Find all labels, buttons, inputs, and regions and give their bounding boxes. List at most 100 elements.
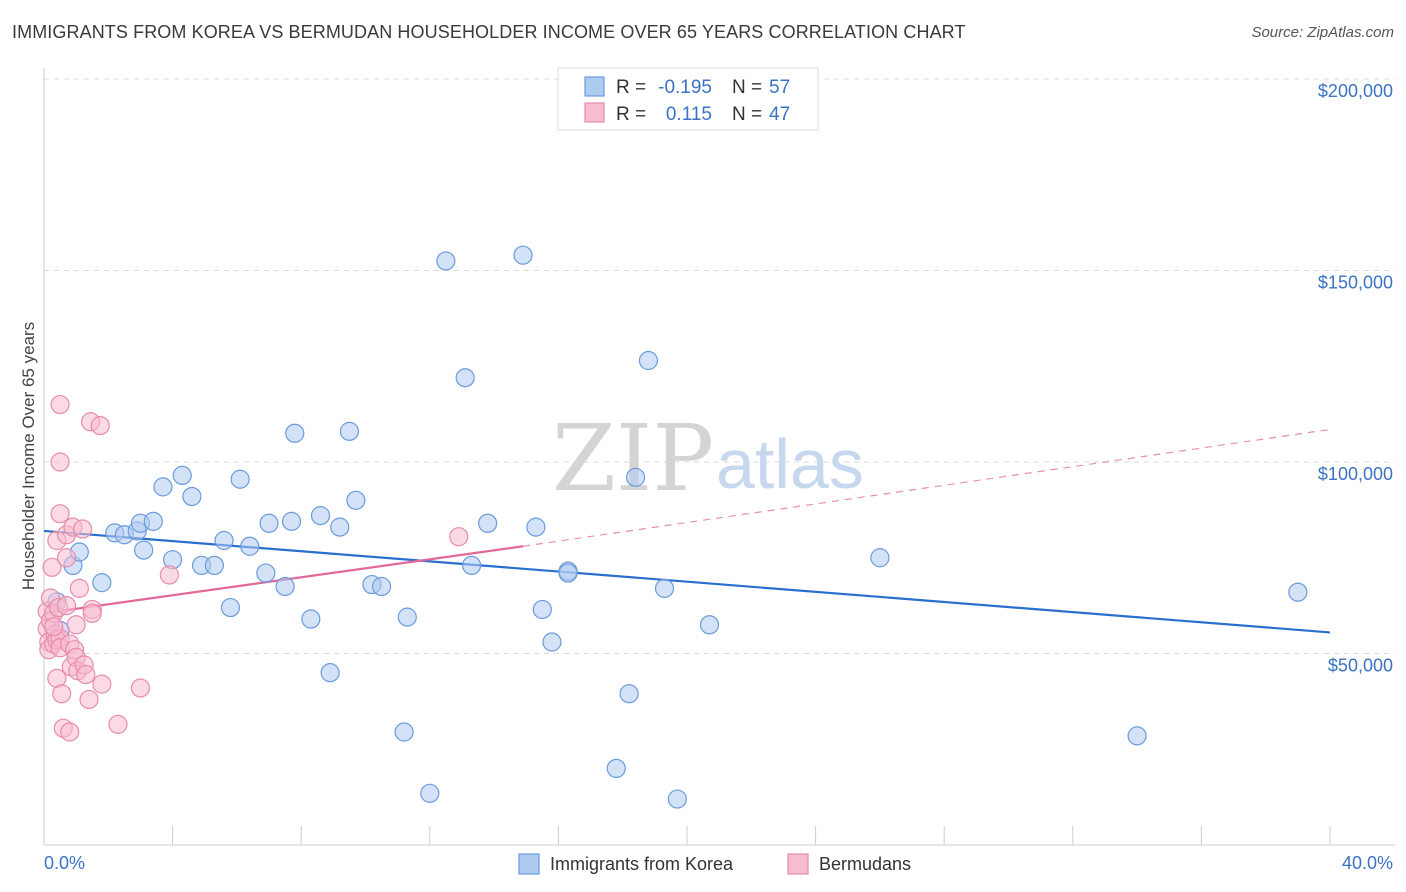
legend-r-value-bermuda: 0.115	[666, 104, 712, 125]
bermuda-point-38	[82, 603, 102, 623]
legend-n-label-bermuda: N =	[732, 104, 762, 125]
bermuda-point-41	[108, 714, 128, 734]
trend-line-bermuda-extension	[522, 428, 1331, 547]
bottom-legend-label-bermuda: Bermudans	[819, 854, 911, 874]
bermuda-point-39	[90, 416, 110, 436]
trend-line-korea	[43, 529, 1331, 634]
bermuda-point-31	[69, 578, 89, 598]
watermark-atlas: atlas	[716, 425, 864, 503]
korea-point-25	[285, 423, 305, 443]
korea-point-43	[532, 599, 552, 620]
korea-point-36	[420, 783, 440, 803]
chart-source: Source: ZipAtlas.com	[1251, 24, 1394, 41]
points-bermuda	[37, 394, 469, 742]
bermuda-point-44	[449, 527, 469, 547]
korea-point-53	[699, 615, 720, 635]
bermuda-point-19	[50, 394, 70, 415]
korea-point-29	[330, 517, 350, 537]
bermuda-point-14	[50, 504, 70, 524]
y-tick-label-0: $50,000	[1328, 656, 1393, 676]
legend-n-label-korea: N =	[732, 77, 762, 98]
watermark: ZIP atlas	[552, 405, 864, 512]
korea-point-21	[256, 563, 276, 583]
korea-point-41	[513, 245, 533, 265]
korea-point-56	[1288, 582, 1308, 602]
legend-swatch-bermuda	[584, 102, 605, 123]
korea-point-49	[625, 467, 646, 487]
korea-point-40	[478, 513, 498, 533]
y-tick-label-3: $200,000	[1318, 81, 1393, 101]
korea-point-26	[301, 609, 321, 629]
bermuda-point-42	[130, 678, 151, 698]
bermuda-point-21	[56, 548, 77, 568]
bottom-legend-swatch-korea	[518, 853, 540, 875]
axes	[43, 68, 1395, 846]
korea-point-38	[455, 368, 475, 388]
y-tick-label-2: $150,000	[1318, 273, 1393, 293]
korea-point-52	[667, 789, 687, 809]
korea-point-50	[638, 350, 659, 371]
legend-box: R = -0.195 N = 57 R = 0.115 N = 47	[557, 67, 819, 131]
points-korea	[47, 245, 1308, 809]
bottom-legend-swatch-bermuda	[787, 853, 809, 875]
korea-point-46	[558, 563, 578, 583]
bermuda-point-17	[52, 684, 72, 704]
korea-point-47	[606, 758, 626, 779]
korea-point-19	[230, 469, 250, 489]
korea-point-31	[346, 490, 366, 510]
korea-point-55	[1127, 726, 1147, 746]
korea-point-39	[461, 555, 482, 576]
bermuda-point-26	[60, 722, 80, 742]
korea-point-35	[397, 607, 417, 627]
korea-point-51	[654, 578, 675, 598]
bottom-legend-label-korea: Immigrants from Korea	[550, 854, 734, 874]
korea-point-42	[526, 517, 546, 537]
legend-n-value-bermuda: 47	[769, 104, 790, 125]
legend-r-label-korea: R =	[616, 77, 646, 98]
bermuda-point-32	[72, 519, 93, 539]
legend-swatch-korea	[584, 76, 605, 97]
bermuda-point-46	[44, 617, 64, 637]
korea-point-9	[134, 540, 154, 560]
korea-point-34	[394, 722, 414, 742]
bermuda-point-43	[159, 565, 179, 585]
bermuda-point-40	[92, 674, 112, 694]
legend-r-label-bermuda: R =	[616, 104, 646, 125]
korea-point-30	[339, 421, 360, 441]
bermuda-point-34	[76, 664, 96, 685]
korea-point-17	[214, 530, 234, 551]
x-tick-label-0: 0.0%	[44, 853, 85, 873]
bermuda-point-18	[50, 452, 70, 472]
x-tick-label-1: 40.0%	[1342, 853, 1393, 873]
korea-point-18	[220, 597, 241, 618]
korea-point-22	[259, 513, 279, 533]
x-tick-labels: 0.0% 40.0%	[44, 853, 1393, 873]
legend-r-value-korea: -0.195	[658, 77, 712, 98]
korea-point-4	[92, 573, 112, 593]
korea-point-20	[240, 536, 260, 556]
korea-point-54	[870, 548, 890, 568]
korea-point-37	[436, 251, 456, 271]
y-axis-title: Householder Income Over 65 years	[19, 322, 38, 590]
korea-point-28	[320, 663, 340, 683]
y-tick-label-1: $100,000	[1318, 464, 1393, 484]
korea-point-16	[204, 555, 224, 576]
bottom-legend: Immigrants from Korea Bermudans	[518, 853, 911, 875]
y-tick-labels: $50,000 $100,000 $150,000 $200,000	[1318, 81, 1393, 676]
korea-point-23	[275, 576, 295, 597]
korea-point-33	[371, 576, 392, 597]
bermuda-point-6	[42, 557, 62, 577]
korea-point-14	[182, 486, 202, 507]
korea-point-11	[153, 477, 173, 497]
bermuda-point-45	[66, 615, 86, 635]
chart-title: IMMIGRANTS FROM KOREA VS BERMUDAN HOUSEH…	[12, 22, 966, 42]
korea-point-24	[281, 511, 302, 531]
korea-point-48	[619, 684, 639, 704]
korea-point-13	[172, 465, 192, 486]
gridlines	[44, 78, 1395, 654]
korea-point-44	[542, 632, 562, 652]
legend-n-value-korea: 57	[769, 77, 790, 98]
watermark-zip: ZIP	[552, 405, 714, 512]
bermuda-point-35	[79, 689, 99, 710]
